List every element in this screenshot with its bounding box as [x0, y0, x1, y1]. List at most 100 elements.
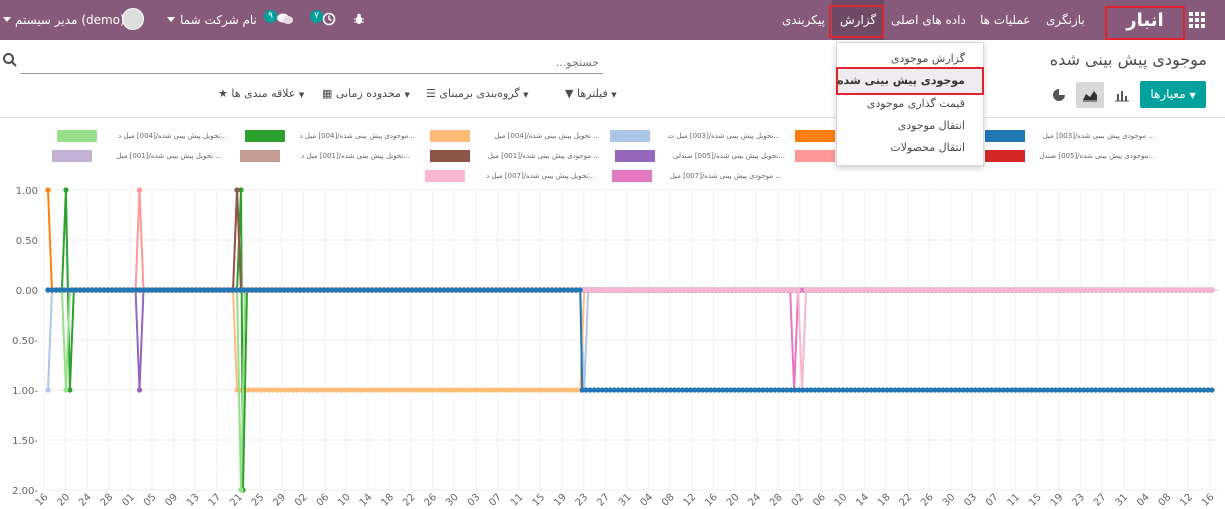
legend-item[interactable]: تحویل پیش بینی شده/[003] میل ت... [610, 130, 780, 142]
user-avatar[interactable] [122, 8, 144, 30]
series-point [791, 287, 797, 293]
series-point [394, 387, 400, 393]
series-point [980, 287, 986, 293]
pie-chart-icon[interactable] [1052, 88, 1066, 102]
series-point [1149, 287, 1155, 293]
series-point [209, 287, 215, 293]
menu-configuration[interactable]: پیکربندی [782, 13, 825, 27]
series-point [1108, 287, 1115, 293]
series-point [639, 287, 646, 293]
dropdown-inventory-valuation[interactable]: قیمت گذاری موجودی [866, 97, 965, 110]
series-point [600, 287, 606, 293]
series-point [1153, 287, 1159, 293]
series-point [912, 387, 918, 393]
series-point [258, 387, 264, 393]
activity-clock-icon[interactable] [322, 12, 336, 26]
legend-item[interactable]: موجودی پیش بینی شده/[005] صندل... [985, 150, 1155, 162]
series-point [647, 287, 654, 293]
menu-reporting[interactable]: گزارش [840, 13, 877, 27]
series-point [764, 387, 770, 393]
series-point [691, 287, 697, 293]
legend-item[interactable]: موجودی پیش بینی شده/[003] میل ... [985, 130, 1155, 142]
series-point [429, 287, 435, 293]
filters-label: فیلترها [576, 87, 608, 100]
search-box[interactable] [20, 52, 603, 74]
dropdown-stock-moves[interactable]: انتقال موجودی [897, 119, 965, 132]
menu-operations[interactable]: عملیات ها [980, 13, 1031, 27]
legend-item[interactable]: تحویل پیش بینی شده/[001] میل د... [240, 150, 410, 162]
series-point [334, 387, 340, 393]
series-point [513, 287, 519, 293]
legend-item[interactable]: تحویل پیش بینی شده/[004] میل ... [430, 130, 600, 142]
legend-item[interactable]: تحویل پیش بینی شده/[005] صندلی... [615, 150, 785, 162]
series-point [631, 387, 637, 393]
series-point [477, 387, 484, 393]
series-point [369, 287, 375, 293]
series-point [1121, 387, 1127, 393]
search-icon[interactable] [2, 52, 18, 68]
series-point [1016, 387, 1023, 393]
group-by-toggle[interactable]: ☰ گروه‌بندی برمبنای ▼ [426, 87, 529, 100]
x-tick-label: 23 [574, 492, 591, 509]
bar-chart-icon[interactable] [1114, 88, 1130, 102]
series-point [976, 287, 982, 293]
chat-badge: ۹ [264, 10, 277, 23]
series-point [936, 287, 942, 293]
x-tick-label: 27 [1092, 492, 1109, 509]
apps-menu-icon[interactable] [1189, 12, 1205, 28]
dropdown-stock-report[interactable]: گزارش موجودی [890, 52, 965, 65]
filters-toggle[interactable]: ▼ فیلترها ▼ [565, 87, 617, 100]
legend-item[interactable]: موجودی پیش بینی شده/[004] میل د... [245, 130, 415, 142]
series-point [867, 287, 873, 293]
company-caret-icon[interactable] [167, 17, 175, 23]
menu-master-data[interactable]: داده های اصلی [891, 13, 966, 27]
company-switcher[interactable]: نام شرکت شما [180, 13, 257, 27]
legend-label: تحویل پیش بینی شده/[003] میل ت... [667, 132, 780, 140]
series-point [501, 287, 507, 293]
series-point [675, 287, 682, 293]
legend-item[interactable]: تحویل پیش بینی شده/[001] میل ... [52, 150, 222, 162]
series-point [623, 387, 629, 393]
user-caret-icon[interactable] [3, 17, 11, 23]
bug-icon[interactable] [353, 13, 365, 25]
x-tick-label: 24 [77, 492, 94, 509]
search-input[interactable] [20, 52, 603, 72]
x-tick-label: 30 [941, 492, 958, 509]
series-point [529, 287, 535, 293]
dropdown-product-moves[interactable]: انتقال محصولات [890, 141, 965, 154]
legend-item[interactable]: تحویل پیش بینی شده/[004] میل د... [57, 130, 227, 142]
reporting-highlight-box [829, 5, 884, 38]
filter-icon: ▼ [565, 87, 574, 100]
user-menu[interactable]: مدیر سیستم (demo) [15, 13, 125, 27]
series-point [45, 287, 51, 293]
series-point [493, 287, 499, 293]
legend-item[interactable]: موجودی پیش بینی شده/[007] میل ... [612, 170, 782, 182]
chat-icon[interactable] [276, 12, 294, 26]
menu-review[interactable]: بازنگری [1046, 13, 1085, 27]
series-point [784, 387, 790, 393]
series-point [325, 287, 331, 293]
series-point [872, 387, 878, 393]
line-chart-view-button[interactable] [1076, 82, 1104, 108]
series-point [365, 287, 371, 293]
series-point [457, 287, 463, 293]
series-point [145, 287, 151, 293]
series-point [831, 287, 837, 293]
series-point [952, 387, 958, 393]
app-brand[interactable]: انبار [1126, 10, 1164, 31]
favorites-toggle[interactable]: ★ علاقه مندی ها ▼ [218, 87, 304, 100]
legend-item[interactable]: موجودی پیش بینی شده/[001] میل ... [430, 150, 600, 162]
measures-button[interactable]: معیارها ▼ [1140, 81, 1206, 108]
series-point [588, 287, 594, 293]
series-point [1116, 287, 1123, 293]
series-point [639, 387, 646, 393]
series-point [820, 387, 826, 393]
dropdown-forecasted-inventory[interactable]: موجودی پیش بینی شده [837, 74, 965, 87]
legend-item[interactable]: تحویل پیش بینی شده/[007] میل د... [425, 170, 595, 182]
series-point [338, 387, 344, 393]
series-point [871, 287, 878, 293]
time-range-toggle[interactable]: ▦ محدوده زمانی ▼ [322, 87, 410, 100]
series-point [85, 287, 91, 293]
legend-swatch [615, 150, 655, 162]
series-point [819, 287, 825, 293]
